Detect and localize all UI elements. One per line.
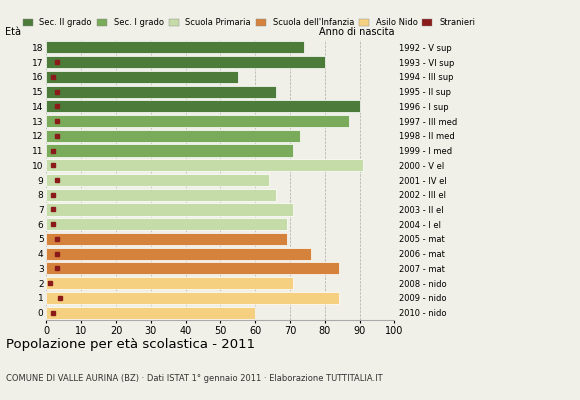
Bar — [46, 100, 360, 112]
Bar — [46, 292, 339, 304]
Text: Popolazione per età scolastica - 2011: Popolazione per età scolastica - 2011 — [6, 338, 255, 351]
Legend: Sec. II grado, Sec. I grado, Scuola Primaria, Scuola dell'Infanzia, Asilo Nido, : Sec. II grado, Sec. I grado, Scuola Prim… — [23, 18, 475, 28]
Bar — [46, 115, 349, 127]
Bar — [46, 233, 287, 245]
Bar — [46, 248, 311, 260]
Bar — [46, 41, 304, 54]
Bar — [46, 86, 276, 98]
Bar — [46, 189, 276, 201]
Bar — [46, 306, 255, 319]
Bar — [46, 277, 293, 289]
Bar — [46, 174, 269, 186]
Bar — [46, 56, 325, 68]
Text: Anno di nascita: Anno di nascita — [319, 27, 394, 37]
Bar — [46, 262, 339, 274]
Text: Età: Età — [5, 27, 21, 37]
Bar — [46, 159, 363, 171]
Text: COMUNE DI VALLE AURINA (BZ) · Dati ISTAT 1° gennaio 2011 · Elaborazione TUTTITAL: COMUNE DI VALLE AURINA (BZ) · Dati ISTAT… — [6, 374, 382, 383]
Bar — [46, 218, 287, 230]
Bar — [46, 144, 293, 156]
Bar — [46, 71, 238, 83]
Bar — [46, 204, 293, 216]
Bar — [46, 130, 300, 142]
